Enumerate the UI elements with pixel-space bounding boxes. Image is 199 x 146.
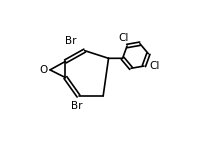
Text: Cl: Cl [118, 33, 128, 42]
Text: Br: Br [71, 101, 83, 111]
Text: O: O [40, 65, 48, 75]
Text: Br: Br [65, 36, 77, 46]
Text: Cl: Cl [149, 61, 160, 71]
